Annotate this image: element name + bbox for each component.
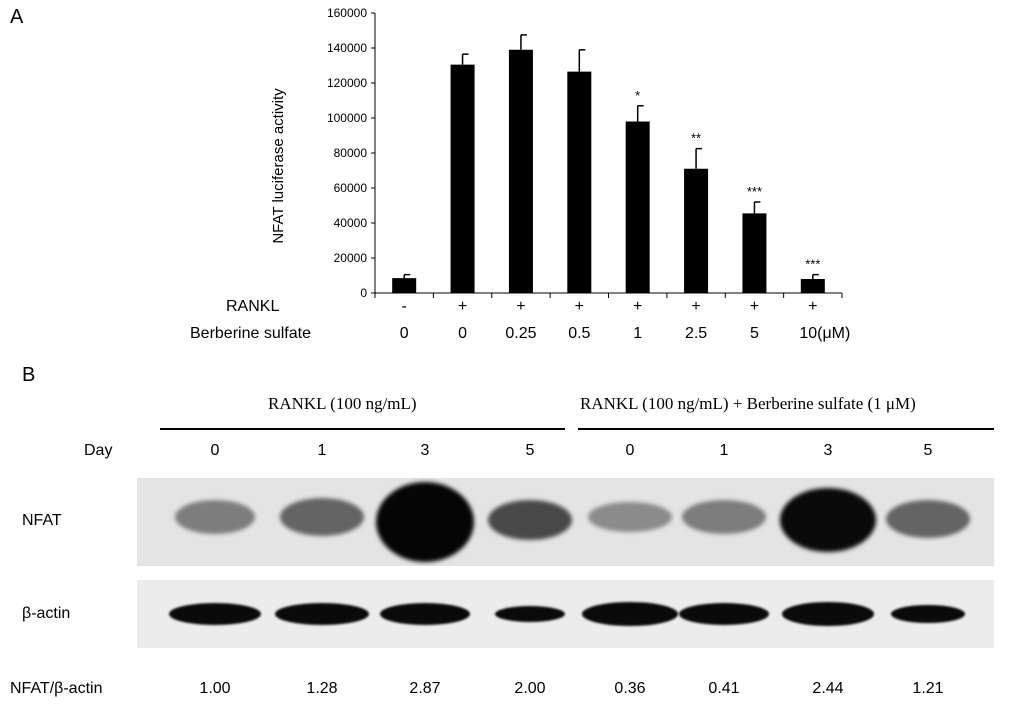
chart-bars [392,49,825,293]
nfat-band [280,498,364,536]
y-axis-label: NFAT luciferase activity [270,88,287,244]
day-label: Day [84,442,113,459]
day-number: 0 [625,442,635,459]
actin-band [495,606,565,622]
nfat-band [780,488,876,552]
panel-a-letter: A [10,6,24,28]
berberine-dose: 0.25 [505,325,537,342]
nfat-band [175,500,255,534]
actin-band [891,605,965,623]
y-tick-label: 140000 [327,41,367,55]
nfat-actin-ratio: 2.44 [812,680,844,697]
actin-western-blot [137,580,994,648]
day-number: 5 [923,442,933,459]
nfat-actin-ratio: 1.28 [306,680,338,697]
y-tick-label: 100000 [327,111,367,125]
significance-mark: *** [805,257,820,272]
y-tick-label: 160000 [327,6,367,20]
berberine-dose: 0 [458,325,468,342]
bar [567,71,592,293]
group1-label: RANKL (100 ng/mL) [268,394,417,413]
y-tick-label: 120000 [327,76,367,90]
day-number: 0 [210,442,220,459]
rankl-sign: + [633,298,643,315]
group2-label: RANKL (100 ng/mL) + Berberine sulfate (1… [580,394,916,413]
y-tick-label: 20000 [334,251,368,265]
bar [625,121,650,293]
bar [684,168,709,293]
group1-underline [160,428,565,430]
rankl-sign: + [574,298,584,315]
berberine-dose: 1 [633,325,643,342]
rankl-sign: + [516,298,526,315]
panel-b-letter: B [22,364,36,386]
actin-band [782,602,874,626]
rankl-sign: + [691,298,701,315]
actin-band [275,603,369,625]
nfat-actin-ratio: 0.36 [614,680,646,697]
y-tick-label: 0 [360,286,367,300]
actin-band [380,603,470,625]
berberine-dose: 2.5 [684,325,708,342]
bar [450,64,475,293]
day-number: 3 [823,442,833,459]
berberine-row-label: Berberine sulfate [190,325,311,342]
berberine-dose: 0 [399,325,409,342]
significance-marks: ********* [635,88,820,272]
nfat-actin-ratio: 1.21 [912,680,944,697]
error-bars [403,34,819,279]
chart-axes [374,13,843,298]
nfat-band [376,482,474,562]
day-number: 1 [719,442,729,459]
berberine-dose: 0.5 [568,325,591,342]
berberine-dose: 10(μM) [799,325,851,342]
nfat-band [886,500,970,538]
rankl-sign: + [808,298,818,315]
significance-mark: *** [747,184,762,199]
nfat-actin-ratio: 0.41 [708,680,740,697]
rankl-sign: - [401,298,407,315]
day-number: 5 [525,442,535,459]
rankl-sign: + [749,298,760,315]
bar [742,213,767,293]
y-tick-label: 60000 [334,181,368,195]
bar [392,278,417,293]
nfat-actin-ratio: 2.00 [514,680,546,697]
nfat-western-blot [137,478,994,566]
nfat-actin-ratio: 2.87 [409,680,441,697]
actin-row-label: β-actin [22,605,71,622]
y-axis-ticks: 0 20000 40000 60000 80000 100000 120000 140000 1… [327,6,375,300]
luciferase-bar-chart: NFAT luciferase activity 0 20000 40000 6000… [270,6,843,300]
rankl-sign: + [457,298,468,315]
y-tick-label: 80000 [334,146,368,160]
day-number: 1 [317,442,327,459]
bar [800,279,825,293]
day-number: 3 [420,442,430,459]
significance-mark: ** [691,131,701,146]
nfat-actin-ratio: 1.00 [199,680,231,697]
nfat-band [588,502,672,532]
group2-underline [578,428,994,430]
nfat-band [682,500,766,534]
bar [508,49,533,293]
actin-band [169,603,261,625]
actin-band [679,603,769,625]
rankl-row-label: RANKL [226,298,280,315]
ratio-row-label: NFAT/β-actin [10,680,103,697]
nfat-row-label: NFAT [22,512,62,529]
actin-band [582,602,678,626]
y-tick-label: 40000 [334,216,368,230]
berberine-dose: 5 [749,325,759,342]
nfat-band [488,500,572,540]
significance-mark: * [635,88,640,103]
